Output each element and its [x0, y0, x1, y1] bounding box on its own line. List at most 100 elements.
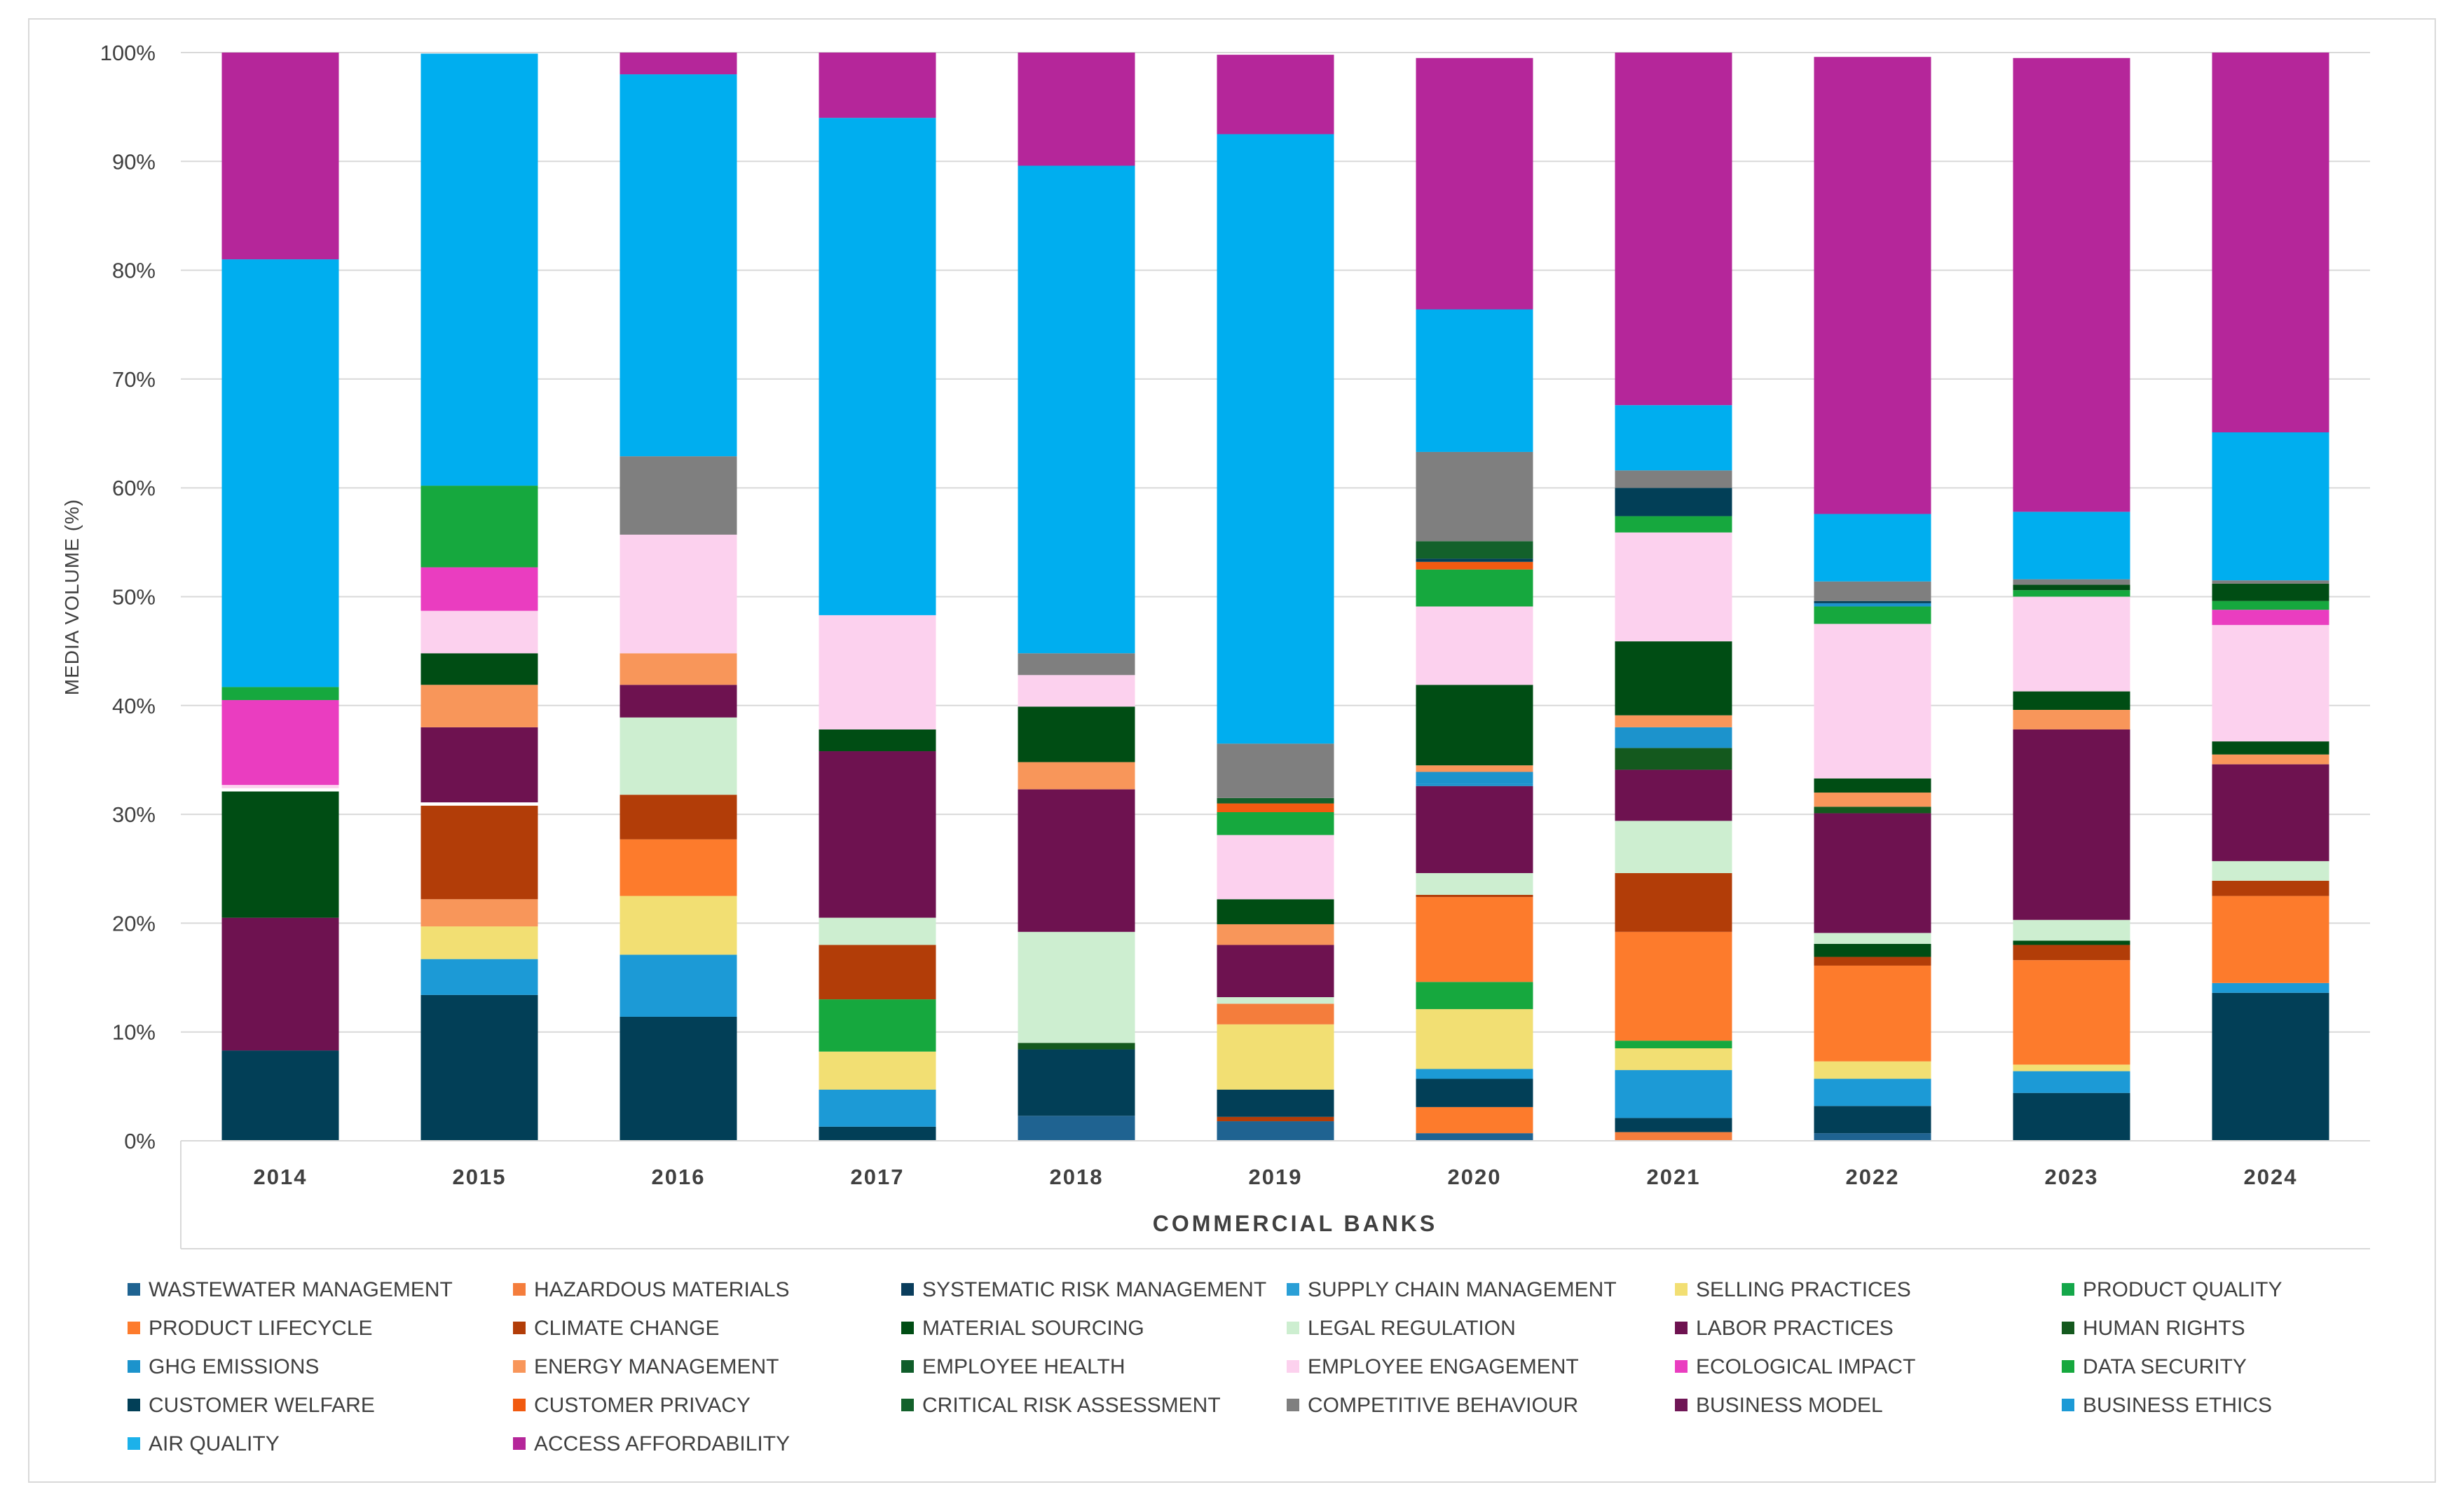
bar-segment	[2013, 691, 2130, 711]
legend-swatch	[128, 1322, 140, 1334]
bar-segment	[1217, 55, 1334, 135]
bar-segment	[1814, 793, 1931, 807]
legend-item: CRITICAL RISK ASSESSMENT	[901, 1394, 1221, 1417]
legend-label: BUSINESS ETHICS	[2083, 1394, 2272, 1417]
bar-segment	[1615, 1041, 1732, 1048]
legend-label: HUMAN RIGHTS	[2083, 1317, 2245, 1340]
bar-stack-2020	[1416, 57, 1533, 1141]
bar-segment	[1814, 807, 1931, 814]
bar-segment	[420, 653, 538, 685]
legend-item: CLIMATE CHANGE	[513, 1317, 719, 1340]
bar-segment	[1814, 778, 1931, 793]
legend-label: PRODUCT LIFECYCLE	[149, 1317, 373, 1340]
bar-segment	[221, 788, 339, 792]
bar-segment	[1416, 541, 1533, 559]
bar-segment	[420, 685, 538, 727]
bar-segment	[2013, 940, 2130, 945]
bar-segment	[1416, 783, 1533, 786]
legend-item: LEGAL REGULATION	[1287, 1317, 1516, 1340]
bar-segment	[819, 1051, 936, 1090]
bar-segment	[1217, 803, 1334, 812]
y-tick-label: 70%	[112, 367, 156, 392]
bar-segment	[2013, 729, 2130, 920]
bar-segment	[221, 259, 339, 687]
bar-segment	[819, 945, 936, 1000]
bar-segment	[1615, 53, 1732, 406]
legend-swatch	[128, 1283, 140, 1296]
bar-segment	[1217, 1090, 1334, 1117]
bar-segment	[1416, 57, 1533, 310]
bar-segment	[1814, 1078, 1931, 1106]
y-axis-title: MEDIA VOLUME (%)	[61, 499, 83, 695]
bar-segment	[1615, 821, 1732, 873]
bar-segment	[1018, 706, 1135, 762]
legend: WASTEWATER MANAGEMENT HAZARDOUS MATERIALS…	[128, 1278, 2282, 1455]
bar-segment	[2212, 583, 2329, 601]
y-tick-label: 30%	[112, 802, 156, 827]
bar-segment	[620, 534, 737, 654]
bar-segment	[1814, 813, 1931, 933]
legend-item: HAZARDOUS MATERIALS	[513, 1278, 790, 1301]
bar-segment	[1018, 675, 1135, 707]
bar-segment	[1615, 1132, 1732, 1141]
bar-segment	[1814, 603, 1931, 607]
bar-segment	[2212, 53, 2329, 432]
bar-segment	[2013, 945, 2130, 961]
bar-segment	[1018, 1116, 1135, 1141]
x-tick-label: 2019	[1249, 1165, 1303, 1189]
bar-stack-2022	[1814, 57, 1931, 1141]
bar-segment	[1615, 1048, 1732, 1071]
bar-segment	[221, 1050, 339, 1141]
bar-segment	[1416, 765, 1533, 772]
legend-label: LEGAL REGULATION	[1308, 1317, 1516, 1340]
y-tick-label: 40%	[112, 694, 156, 718]
bar-segment	[420, 899, 538, 927]
legend-label: COMPETITIVE BEHAVIOUR	[1308, 1394, 1578, 1417]
bar-segment	[620, 74, 737, 457]
bar-segment	[1814, 581, 1931, 601]
bar-segment	[1814, 606, 1931, 624]
bar-segment	[221, 687, 339, 701]
legend-swatch	[1287, 1283, 1299, 1296]
bar-segment	[2212, 624, 2329, 742]
x-tick-label: 2022	[1846, 1165, 1900, 1189]
bar-segment	[1814, 57, 1931, 514]
bar-segment	[2013, 710, 2130, 729]
legend-label: CLIMATE CHANGE	[534, 1317, 719, 1340]
legend-swatch	[513, 1283, 526, 1296]
bar-segment	[1615, 532, 1732, 642]
bar-segment	[1416, 561, 1533, 570]
bar-segment	[1018, 1049, 1135, 1116]
bar-segment	[620, 839, 737, 896]
x-tick-label: 2023	[2045, 1165, 2099, 1189]
bar-segment	[1615, 769, 1732, 821]
bar-segment	[1814, 624, 1931, 779]
y-tick-label: 100%	[100, 41, 156, 65]
bar-segment	[1018, 653, 1135, 676]
y-axis-ticks: 0% 10% 20% 30% 40% 50% 60% 70% 80% 90% 100%	[100, 41, 156, 1153]
bar-segment	[2212, 982, 2329, 993]
bar-segment	[1615, 1070, 1732, 1118]
bar-segment	[1018, 762, 1135, 790]
x-tick-label: 2014	[254, 1165, 308, 1189]
bar-segment	[1217, 1121, 1334, 1141]
y-tick-label: 90%	[112, 149, 156, 174]
bar-segment	[1416, 1069, 1533, 1079]
bar-segment	[1615, 1118, 1732, 1132]
bar-segment	[819, 1126, 936, 1141]
legend-label: CUSTOMER WELFARE	[149, 1394, 375, 1417]
bar-segment	[1814, 601, 1931, 603]
x-tick-label: 2015	[453, 1165, 507, 1189]
legend-swatch	[2062, 1283, 2074, 1296]
bar-segment	[2013, 919, 2130, 941]
bar-segment	[1615, 931, 1732, 1041]
bar-stack-2021	[1615, 53, 1732, 1141]
bars	[221, 53, 2329, 1141]
bar-segment	[2212, 741, 2329, 755]
bar-segment	[221, 791, 339, 918]
bar-segment	[2013, 1092, 2130, 1141]
bar-segment	[420, 805, 538, 900]
bar-segment	[1416, 451, 1533, 542]
bar-segment	[2013, 584, 2130, 591]
